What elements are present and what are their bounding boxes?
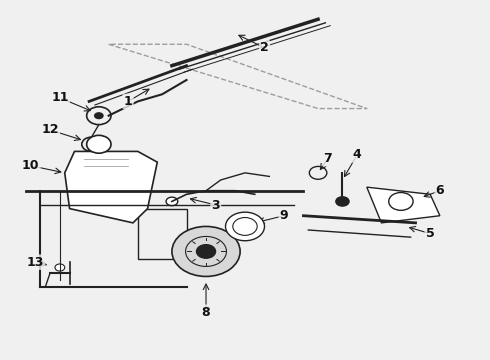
Text: 1: 1 [123, 95, 132, 108]
Circle shape [88, 141, 96, 147]
Circle shape [225, 212, 265, 241]
Bar [138, 208, 187, 258]
Circle shape [335, 196, 350, 207]
Text: 11: 11 [51, 91, 69, 104]
Circle shape [196, 244, 216, 259]
Text: 9: 9 [280, 209, 288, 222]
Text: 5: 5 [426, 227, 435, 240]
Circle shape [172, 226, 240, 276]
Text: 2: 2 [260, 41, 269, 54]
Text: 13: 13 [27, 256, 44, 269]
Circle shape [55, 264, 65, 271]
Text: 7: 7 [323, 152, 332, 165]
Text: 6: 6 [436, 184, 444, 197]
Polygon shape [65, 152, 157, 223]
Text: 3: 3 [212, 198, 220, 212]
Circle shape [166, 197, 178, 206]
Text: 8: 8 [202, 306, 210, 319]
Text: 4: 4 [353, 148, 362, 162]
Circle shape [94, 112, 104, 119]
Circle shape [87, 135, 111, 153]
Text: 10: 10 [22, 159, 39, 172]
Text: 12: 12 [41, 123, 59, 136]
Polygon shape [367, 187, 440, 223]
